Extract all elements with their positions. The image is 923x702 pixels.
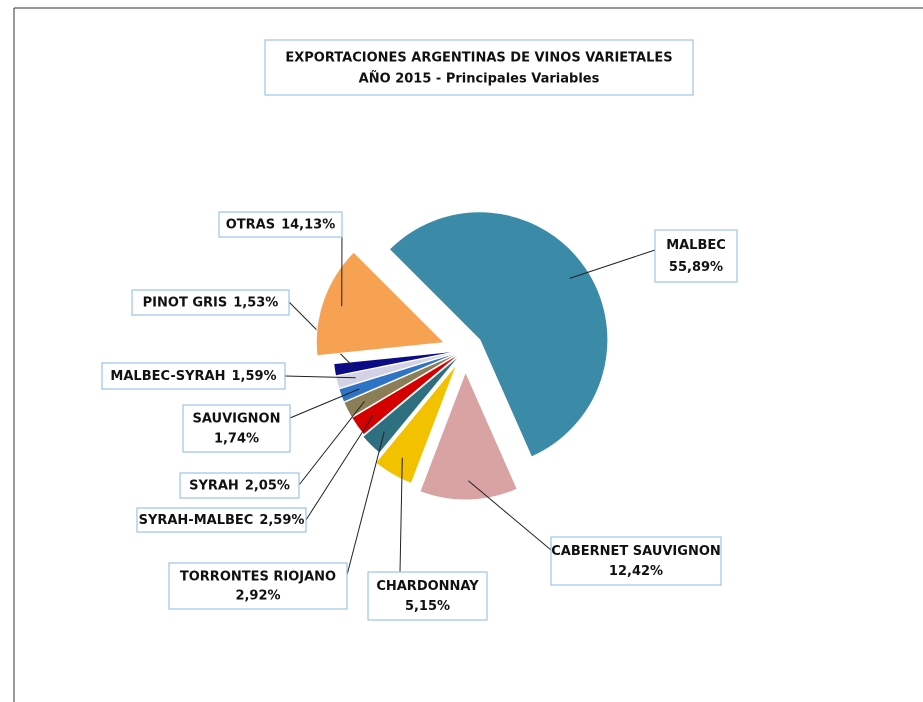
pie-slice [333, 350, 462, 377]
chart-title: EXPORTACIONES ARGENTINAS DE VINOS VARIET… [285, 51, 672, 66]
pie-slice [362, 353, 462, 454]
slice-label-group: PINOT GRIS 1,53% [143, 295, 279, 310]
slice-label: SYRAH [189, 478, 239, 493]
slice-label-group: MALBEC-SYRAH 1,59% [110, 369, 276, 384]
title-box [264, 39, 694, 96]
slice-label: PINOT GRIS [143, 295, 228, 310]
label-box [182, 404, 291, 453]
label-box [179, 472, 300, 499]
value-label: 1,74% [214, 431, 259, 446]
slice-label-group: OTRAS 14,13% [226, 217, 336, 232]
label-box [654, 229, 738, 283]
value-label: 2,92% [235, 589, 280, 604]
value-label: 1,53% [233, 295, 278, 310]
slice-label: CABERNET SAUVIGNON [551, 544, 721, 559]
leader-line [569, 249, 656, 279]
slice-label: SYRAH-MALBEC [139, 513, 254, 528]
value-label: 12,42% [609, 564, 663, 579]
value-label: 55,89% [669, 260, 723, 275]
value-label: 14,13% [281, 217, 335, 232]
leader-line [399, 457, 403, 573]
leader-line [346, 431, 385, 576]
label-box [136, 507, 307, 533]
slice-label: SAUVIGNON [193, 412, 281, 427]
slice-label: TORRONTES RIOJANO [180, 569, 336, 584]
slice-label-group: SYRAH 2,05% [189, 478, 290, 493]
leader-line [289, 388, 360, 419]
value-label: 2,05% [245, 478, 290, 493]
label-box [550, 536, 722, 586]
chart-subtitle: AÑO 2015 - Principales Variables [359, 71, 600, 87]
slice-label: MALBEC [666, 238, 726, 253]
label-box [218, 211, 343, 238]
value-label: 5,15% [405, 599, 450, 614]
label-box [367, 571, 488, 621]
pie-slice [315, 251, 446, 357]
slice-label: MALBEC-SYRAH [110, 369, 225, 384]
pie-slice [388, 211, 609, 458]
leader-line [284, 375, 356, 379]
value-label: 2,59% [259, 513, 304, 528]
leader-line [468, 480, 552, 551]
label-box [101, 362, 286, 390]
pie-slice [419, 370, 518, 501]
leader-line [305, 415, 374, 521]
slice-label: OTRAS [226, 217, 275, 232]
value-label: 1,59% [231, 369, 276, 384]
label-box [168, 562, 348, 610]
leader-line [298, 400, 365, 486]
slice-label-group: SYRAH-MALBEC 2,59% [139, 513, 305, 528]
slice-label: CHARDONNAY [376, 579, 479, 594]
label-box [131, 289, 290, 316]
